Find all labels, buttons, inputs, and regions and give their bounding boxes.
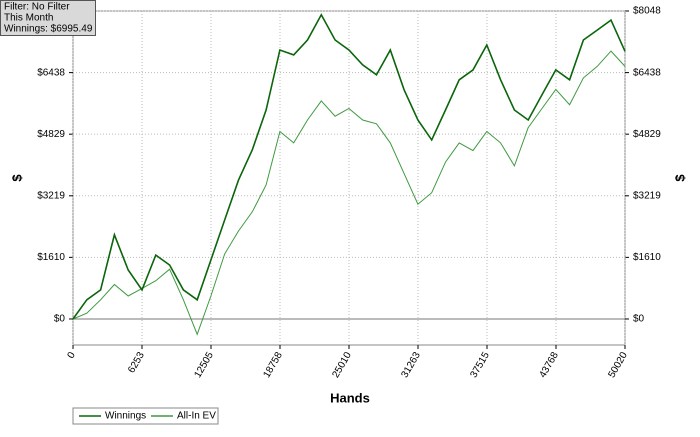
y-tick-label: $6438 — [37, 67, 65, 78]
x-axis-label: Hands — [330, 390, 370, 405]
y-tick-label: $4829 — [37, 129, 65, 140]
y-tick-label: $1610 — [37, 252, 65, 263]
y2-tick-label: $3219 — [633, 190, 661, 201]
legend-label: All-In EV — [177, 411, 216, 422]
y-axis-label: $ — [9, 174, 24, 182]
y2-axis-label: $ — [672, 174, 687, 182]
legend — [72, 407, 219, 425]
y-tick-label: $3219 — [37, 190, 65, 201]
x-tick-label: 0 — [66, 350, 79, 361]
info-box — [0, 0, 96, 36]
plot-area — [72, 10, 626, 346]
legend-label: Winnings — [105, 411, 146, 422]
y2-tick-label: $6438 — [633, 67, 661, 78]
y-tick-label: $0 — [54, 314, 66, 325]
y2-tick-label: $8048 — [633, 6, 661, 17]
y2-tick-label: $4829 — [633, 129, 661, 140]
info-line: This Month — [4, 13, 53, 24]
y2-tick-label: $0 — [633, 314, 645, 325]
y2-tick-label: $1610 — [633, 252, 661, 263]
info-line: Filter: No Filter — [4, 2, 70, 13]
series-line — [72, 13, 626, 320]
series-line — [72, 50, 626, 336]
info-line: Winnings: $6995.49 — [4, 24, 93, 35]
